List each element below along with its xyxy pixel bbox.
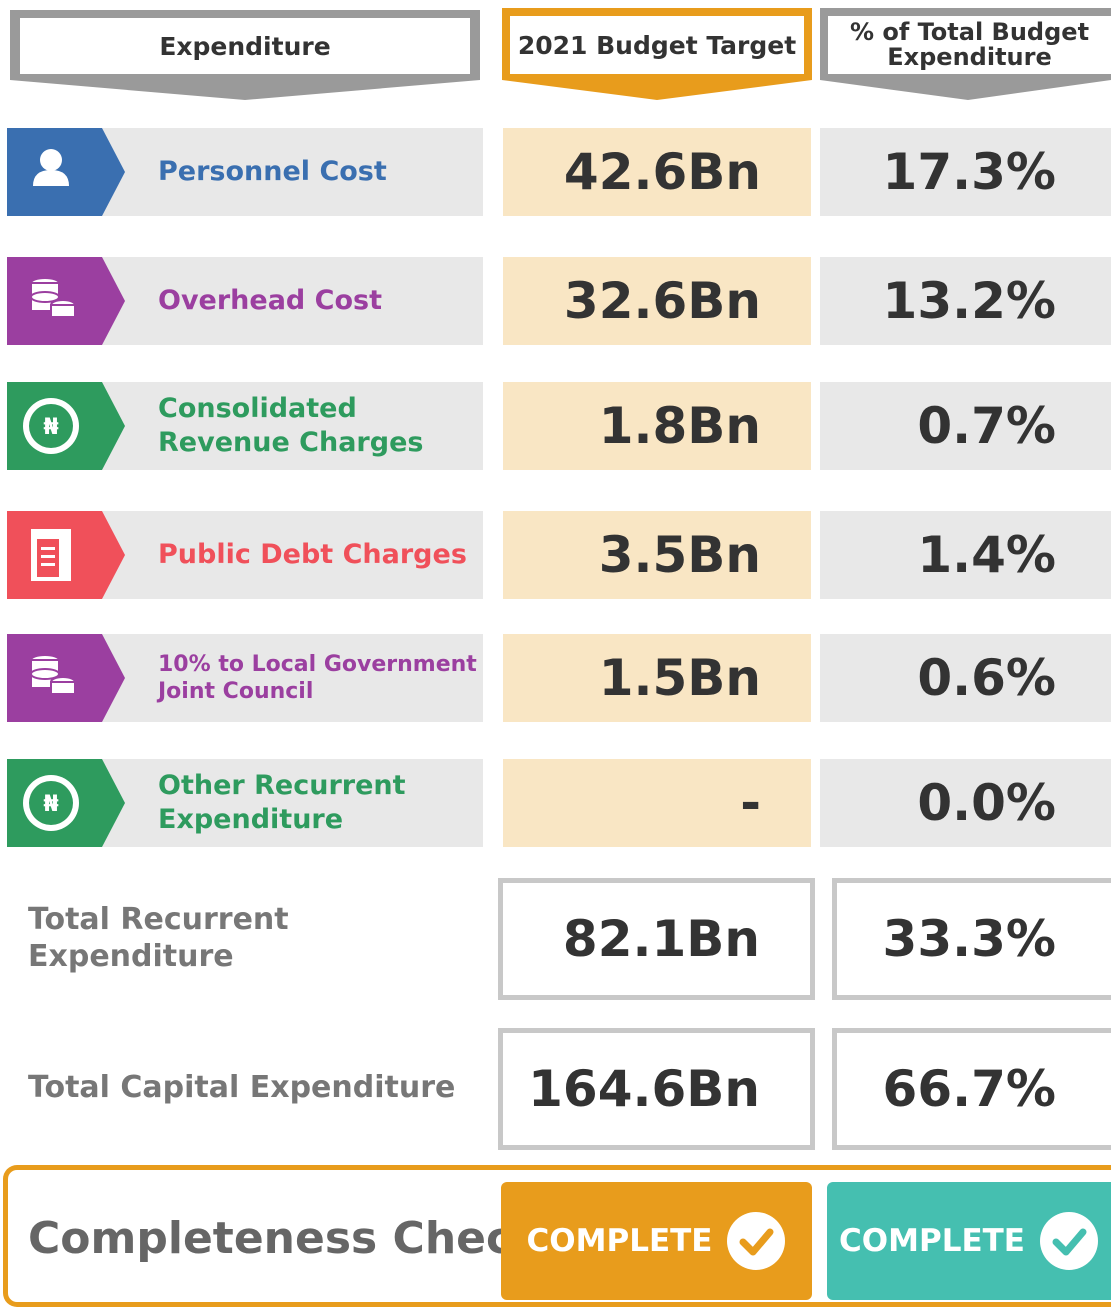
budget-cell: 1.8Bn xyxy=(503,382,811,470)
label-bg xyxy=(95,128,483,216)
percent-cell: 0.0% xyxy=(820,759,1111,847)
row-icon xyxy=(7,257,125,345)
percent-cell: 0.7% xyxy=(820,382,1111,470)
header-expenditure: Expenditure xyxy=(20,18,470,74)
total-label: Total Capital Expenditure xyxy=(28,1070,456,1106)
total-percent: 66.7% xyxy=(832,1028,1111,1150)
percent-cell: 17.3% xyxy=(820,128,1111,216)
budget-status: COMPLETE xyxy=(501,1182,812,1300)
header-percent: % of Total Budget Expenditure xyxy=(828,16,1111,74)
svg-text:₦: ₦ xyxy=(43,792,58,817)
total-label: Total Recurrent Expenditure xyxy=(28,901,289,975)
label-bg xyxy=(95,759,483,847)
row-icon xyxy=(7,634,125,722)
budget-cell: 1.5Bn xyxy=(503,634,811,722)
row-icon: ₦ xyxy=(7,759,125,847)
label-bg xyxy=(95,511,483,599)
completeness-frame xyxy=(3,1165,1111,1307)
svg-text:₦: ₦ xyxy=(43,415,58,440)
label-bg xyxy=(95,257,483,345)
budget-cell: 32.6Bn xyxy=(503,257,811,345)
percent-cell: 13.2% xyxy=(820,257,1111,345)
row-label: Overhead Cost xyxy=(158,285,383,317)
row-label: Other Recurrent Expenditure xyxy=(158,770,406,835)
status-text: COMPLETE xyxy=(839,1223,1025,1259)
label-bg xyxy=(95,382,483,470)
row-label: Consolidated Revenue Charges xyxy=(158,393,424,458)
status-text: COMPLETE xyxy=(526,1223,713,1259)
check-icon xyxy=(727,1212,786,1270)
row-label: Public Debt Charges xyxy=(158,539,467,571)
completeness-label: Completeness Check xyxy=(28,1212,542,1264)
percent-cell: 0.6% xyxy=(820,634,1111,722)
row-label: Personnel Cost xyxy=(158,156,387,188)
row-label: 10% to Local Government Joint Council xyxy=(158,651,477,705)
label-bg xyxy=(95,634,483,722)
header-budget: 2021 Budget Target xyxy=(510,16,804,74)
check-icon xyxy=(1039,1212,1098,1270)
row-icon xyxy=(7,511,125,599)
row-icon xyxy=(7,128,125,216)
percent-status: COMPLETE xyxy=(827,1182,1111,1300)
budget-cell: - xyxy=(503,759,811,847)
budget-cell: 3.5Bn xyxy=(503,511,811,599)
total-percent: 33.3% xyxy=(832,878,1111,1000)
total-budget: 82.1Bn xyxy=(498,878,815,1000)
budget-cell: 42.6Bn xyxy=(503,128,811,216)
total-budget: 164.6Bn xyxy=(498,1028,815,1150)
percent-cell: 1.4% xyxy=(820,511,1111,599)
row-icon: ₦ xyxy=(7,382,125,470)
